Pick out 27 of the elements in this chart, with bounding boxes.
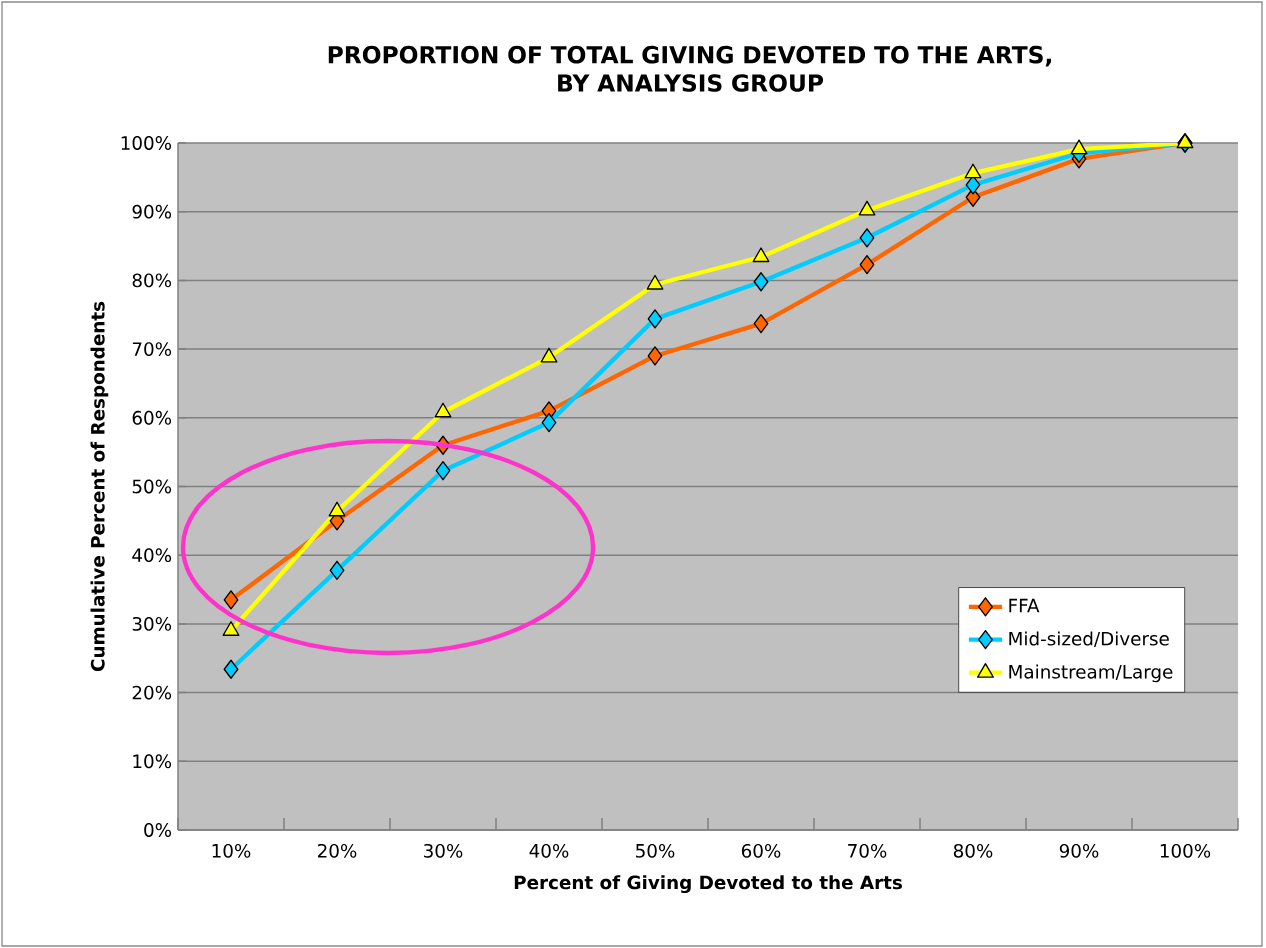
y-tick-label: 60% — [132, 410, 172, 425]
y-tick-label: 10% — [133, 754, 172, 769]
y-tick-label: 50% — [132, 479, 172, 494]
y-tick-label: 20% — [132, 685, 172, 700]
y-tick-label: 30% — [132, 616, 172, 631]
chart-title: PROPORTION OF TOTAL GIVING DEVOTED TO THE ARTS, BY ANALYSIS GROUP — [328, 45, 1051, 92]
x-axis-title: Percent of Giving Devoted to the Arts — [514, 875, 902, 894]
legend-label: FFA — [1009, 598, 1040, 613]
x-tick-label: 50% — [636, 843, 675, 858]
y-tick-label: 70% — [132, 342, 172, 357]
x-tick-label: 60% — [741, 843, 781, 858]
x-tick-label: 30% — [424, 843, 463, 858]
legend-label: Mid-sized/Diverse — [1009, 631, 1169, 648]
y-tick-label: 90% — [132, 204, 172, 219]
x-tick-label: 100% — [1160, 843, 1211, 858]
y-tick-label: 80% — [132, 273, 172, 288]
y-axis-title: Cumulative Percent of Respondents — [90, 301, 109, 672]
x-tick-label: 20% — [317, 843, 357, 858]
x-tick-label: 70% — [848, 843, 887, 858]
legend-label: Mainstream/Large — [1009, 664, 1173, 683]
x-tick-label: 80% — [953, 843, 993, 858]
x-tick-label: 10% — [212, 843, 251, 858]
x-tick-label: 40% — [529, 843, 569, 858]
x-tick-label: 90% — [1059, 843, 1099, 858]
y-tick-label: 100% — [121, 136, 172, 150]
y-tick-label: 0% — [144, 823, 172, 837]
y-tick-label: 40% — [132, 548, 172, 563]
